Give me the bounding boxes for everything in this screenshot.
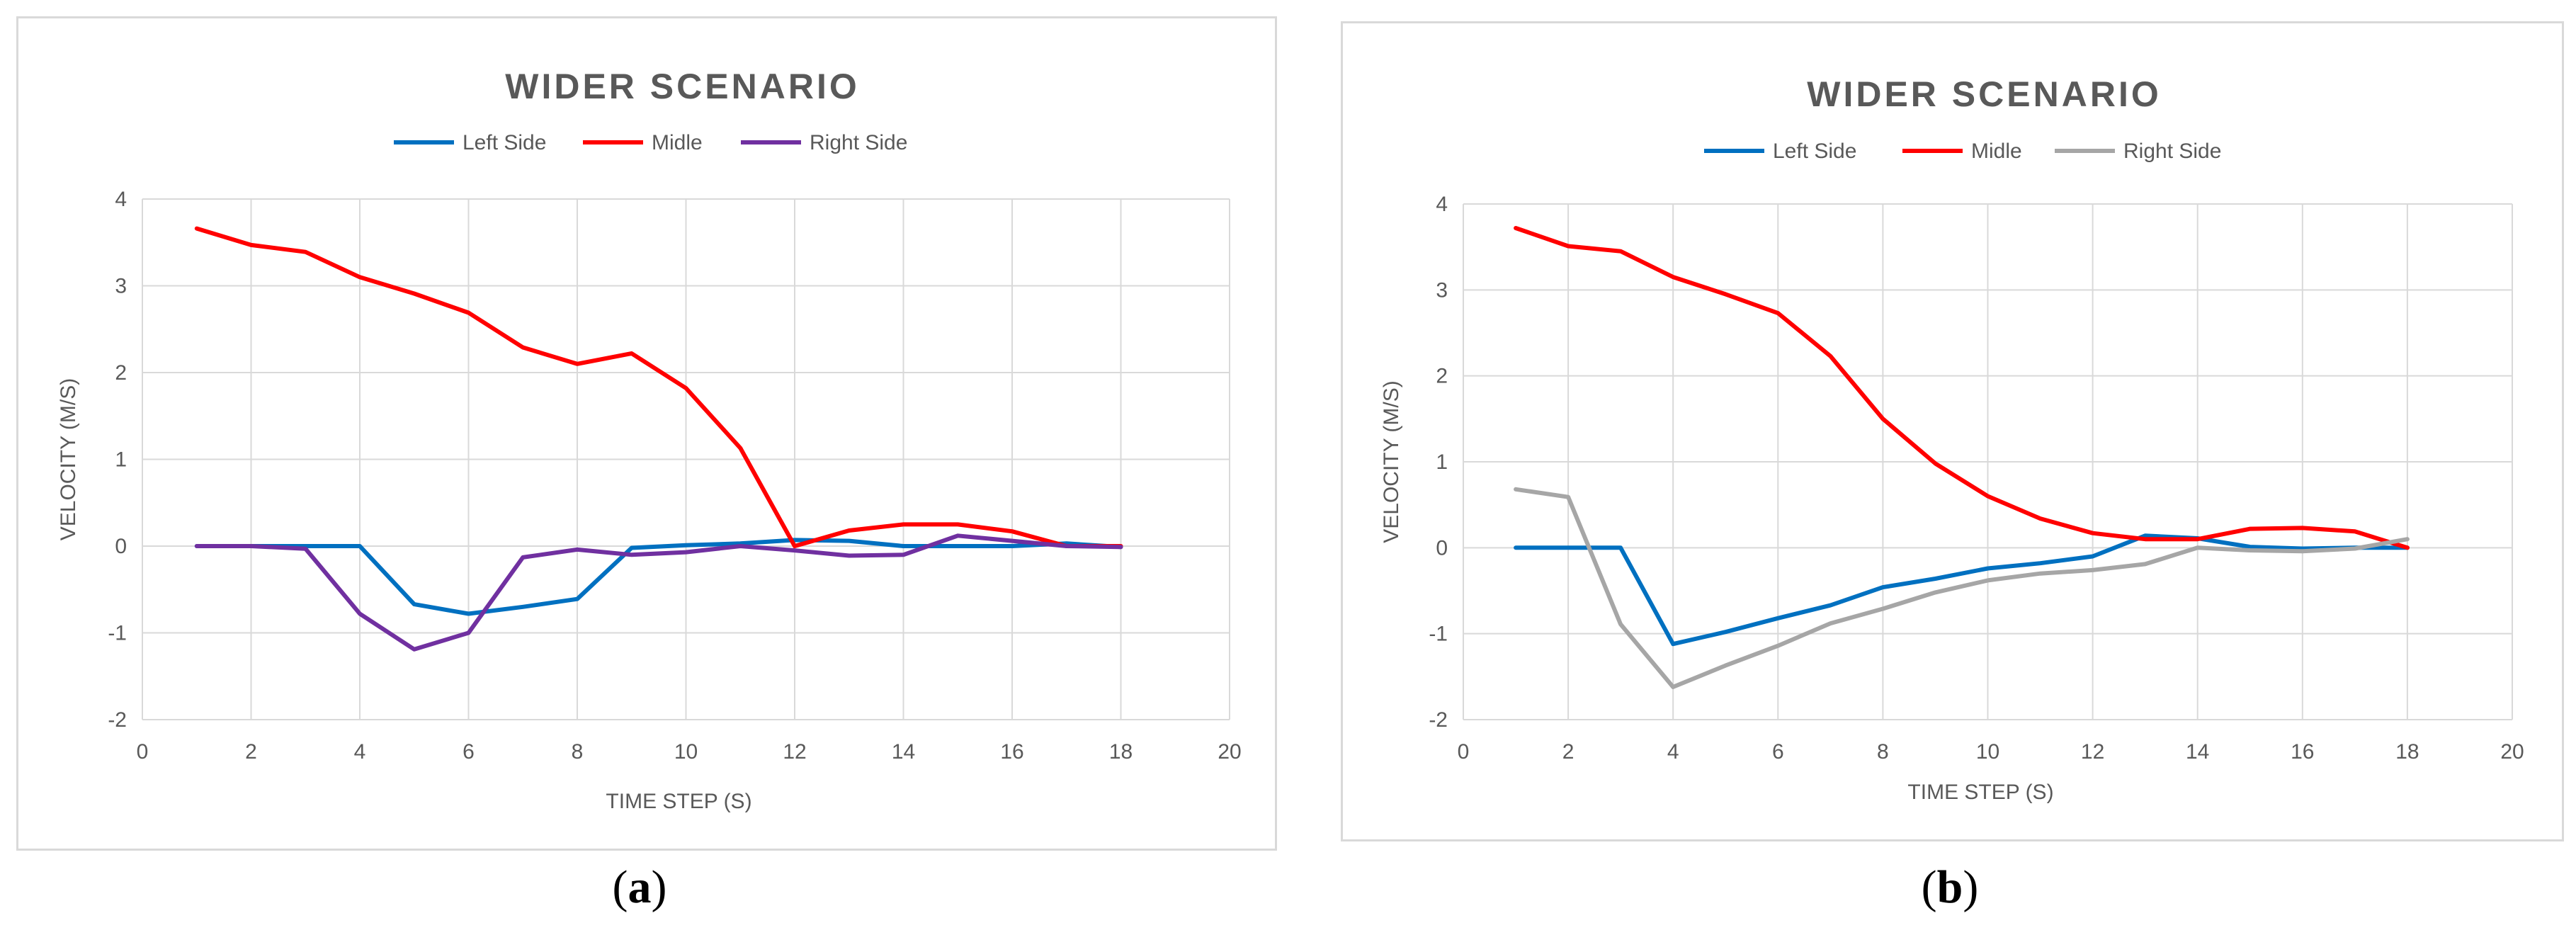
chart-a-series-line-2 [194, 533, 1123, 652]
chart-a-ytick-label: -1 [108, 622, 127, 645]
chart-panel-a: 4 3 2 1 0 -1 -2 0 2 4 6 8 10 12 14 16 18 20 WIDER SCENARIO… [16, 16, 1277, 851]
chart-b-xtick-label: 20 [2500, 740, 2524, 764]
chart-b-xlabel: TIME STEP (S) [1907, 781, 2053, 804]
chart-b-ytick-label: 1 [1436, 450, 1448, 474]
chart-a-xlabel: TIME STEP (S) [606, 790, 751, 813]
chart-a-xtick-label: 16 [1000, 740, 1023, 764]
chart-b-xtick-label: 18 [2395, 740, 2419, 764]
chart-a-xtick-label: 2 [245, 740, 257, 764]
chart-b-ytick-label: 2 [1436, 365, 1448, 388]
chart-b-xtick-label: 10 [1976, 740, 1999, 764]
chart-b-xtick-label: 2 [1562, 740, 1574, 764]
chart-a-legend-label-0: Left Side [463, 131, 546, 154]
chart-a-xtick-label: 10 [674, 740, 698, 764]
caption-b: (b) [1921, 861, 1979, 913]
chart-a-xtick-label: 4 [354, 740, 366, 764]
chart-a-ytick-label: 4 [115, 188, 127, 211]
chart-a-ytick-label: 3 [115, 275, 127, 298]
chart-a-xtick-label: 18 [1109, 740, 1133, 764]
chart-a-xtick-label: 14 [892, 740, 915, 764]
chart-b-ytick-label: -2 [1429, 708, 1448, 732]
caption-a: (a) [612, 861, 667, 913]
chart-panel-b: 4 3 2 1 0 -1 -2 0 2 4 6 8 10 12 14 16 18 20 WIDER SCENARIO… [1341, 21, 2564, 841]
chart-a-ytick-label: -2 [108, 708, 127, 732]
chart-b-xtick-label: 14 [2186, 740, 2209, 764]
chart-a-xtick-label: 6 [463, 740, 475, 764]
chart-b-xtick-label: 4 [1667, 740, 1679, 764]
chart-b-series-line-0 [1514, 533, 2410, 647]
chart-b-legend-label-1: Midle [1971, 140, 2022, 163]
chart-b-series-line-2 [1514, 487, 2410, 689]
chart-a-xtick-label: 0 [137, 740, 149, 764]
caption-b-letter: b [1936, 861, 1963, 913]
chart-b-xtick-label: 8 [1877, 740, 1889, 764]
chart-a-series-line-0 [194, 538, 1123, 616]
chart-b-ylabel: VELOCITY (M/S) [1380, 380, 1403, 543]
chart-b-title: WIDER SCENARIO [1807, 74, 2161, 114]
chart-b-xtick-label: 6 [1772, 740, 1784, 764]
chart-a-ylabel: VELOCITY (M/S) [57, 378, 80, 540]
chart-a-series-line-1 [194, 226, 1123, 548]
chart-b-ytick-label: -1 [1429, 623, 1448, 646]
chart-b-ytick-label: 4 [1436, 193, 1448, 216]
chart-a-xtick-label: 12 [783, 740, 806, 764]
chart-a-legend-label-1: Midle [652, 131, 703, 154]
chart-b-xtick-label: 12 [2081, 740, 2104, 764]
chart-a-xtick-label: 20 [1218, 740, 1241, 764]
chart-b-ytick-label: 0 [1436, 536, 1448, 560]
chart-a-ytick-label: 0 [115, 535, 127, 558]
chart-a-ytick-label: 2 [115, 361, 127, 385]
chart-a-legend-label-2: Right Side [810, 131, 907, 154]
chart-a-ytick-label: 1 [115, 448, 127, 472]
chart-b-legend-label-0: Left Side [1773, 140, 1856, 163]
caption-a-letter: a [628, 861, 652, 913]
chart-b-ytick-label: 3 [1436, 278, 1448, 302]
chart-b-xtick-label: 16 [2291, 740, 2314, 764]
chart-b-series-line-1 [1514, 226, 2410, 550]
chart-a-xtick-label: 8 [572, 740, 584, 764]
chart-b-xtick-label: 0 [1458, 740, 1470, 764]
chart-b-legend-label-2: Right Side [2123, 140, 2221, 163]
chart-a-title: WIDER SCENARIO [505, 67, 859, 106]
